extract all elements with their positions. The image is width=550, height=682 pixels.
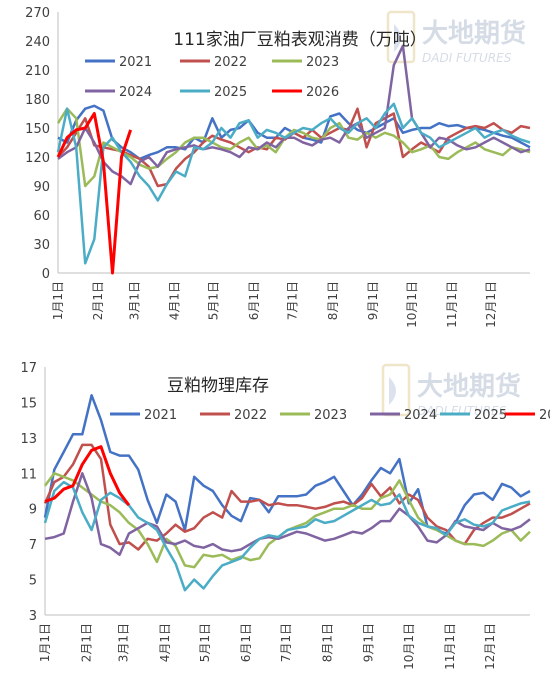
legend-label: 2022 (214, 55, 247, 70)
series-line-2025 (56, 102, 531, 265)
x-tick-label: 7月1日 (286, 281, 300, 320)
y-tick-label: 90 (33, 180, 50, 195)
legend-item-2022: 2022 (200, 408, 267, 423)
legend-item-2025: 2025 (180, 85, 247, 100)
chart-title: 豆粕物理库存 (167, 376, 269, 396)
y-tick-label: 9 (29, 503, 37, 518)
y-tick-label: 30 (33, 238, 50, 253)
y-tick-label: 0 (42, 267, 50, 282)
watermark-logo: 大地期货 DADI FUTURES (386, 10, 526, 65)
legend-label: 2025 (474, 408, 507, 423)
x-tick-label: 12月1日 (483, 623, 497, 670)
series-line-2026 (56, 112, 133, 275)
watermark-cn-text: 大地期货 (417, 371, 521, 402)
x-tick-label: 1月1日 (38, 623, 52, 662)
watermark-en-text: DADI FUTURES (422, 51, 512, 65)
legend-item-2024: 2024 (370, 408, 437, 423)
y-tick-label: 210 (25, 64, 50, 79)
legend-item-2021: 2021 (110, 408, 177, 423)
legend-label: 2021 (144, 408, 177, 423)
x-tick-label: 8月1日 (326, 281, 340, 320)
legend-item-2026: 2026 (505, 408, 550, 423)
watermark-en-text: DADI FUTURES (417, 404, 507, 418)
y-tick-label: 270 (25, 6, 50, 21)
legend-item-2024: 2024 (85, 85, 152, 100)
watermark-cn-text: 大地期货 (422, 18, 526, 49)
series-line-2026 (44, 445, 131, 507)
logo-mark (389, 377, 396, 405)
x-tick-label: 12月1日 (484, 281, 498, 328)
y-tick-label: 3 (29, 609, 37, 624)
y-tick-label: 60 (33, 209, 50, 224)
x-tick-label: 6月1日 (239, 623, 253, 662)
y-tick-label: 150 (25, 122, 50, 137)
y-tick-label: 17 (20, 361, 37, 376)
chart-panel-consumption: 大地期货 DADI FUTURES 0 30 60 90 120 150 180 210 240 27… (0, 0, 550, 339)
inventory-line-chart: 大地期货 DADI FUTURES 3 5 7 9 11 13 15 17 1月1日 2月1日 3月1日… (20, 361, 550, 670)
logo-icon (386, 10, 416, 64)
legend-label: 2025 (214, 85, 247, 100)
x-tick-label: 5月1日 (198, 623, 212, 662)
y-tick-label: 180 (25, 93, 50, 108)
y-tick-label: 11 (20, 467, 37, 482)
chart-title: 111家油厂豆粕表观消费（万吨） (173, 30, 426, 50)
x-tick-label: 2月1日 (79, 623, 93, 662)
y-tick-label: 120 (25, 151, 50, 166)
x-tick-label: 10月1日 (405, 281, 419, 328)
y-tick-label: 5 (29, 574, 37, 589)
x-tick-label: 8月1日 (321, 623, 335, 662)
legend-item-2021: 2021 (85, 55, 152, 70)
x-tick-label: 1月1日 (51, 281, 65, 320)
y-tick-label: 240 (25, 35, 50, 50)
x-tick-label: 4月1日 (158, 623, 172, 662)
x-tick-label: 3月1日 (117, 623, 131, 662)
consumption-line-chart: 大地期货 DADI FUTURES 0 30 60 90 120 150 180 210 240 27… (25, 6, 531, 328)
legend-label: 2023 (314, 408, 347, 423)
y-tick-label: 7 (29, 538, 37, 553)
logo-mark (394, 24, 401, 52)
x-tick-label: 11月1日 (445, 281, 459, 328)
x-tick-label: 4月1日 (168, 281, 182, 320)
x-tick-label: 2月1日 (91, 281, 105, 320)
legend-label: 2024 (119, 85, 152, 100)
x-tick-label: 6月1日 (247, 281, 261, 320)
legend-label: 2022 (234, 408, 267, 423)
legend-item-2026: 2026 (272, 85, 339, 100)
x-tick-label: 11月1日 (443, 623, 457, 670)
y-tick-label: 15 (20, 396, 37, 411)
legend-item-2022: 2022 (180, 55, 247, 70)
x-tick-label: 3月1日 (128, 281, 142, 320)
legend-item-2025: 2025 (440, 408, 507, 423)
legend-label: 2023 (306, 55, 339, 70)
legend-label: 2026 (306, 85, 339, 100)
legend-item-2023: 2023 (272, 55, 339, 70)
x-tick-label: 7月1日 (279, 623, 293, 662)
chart-panel-inventory: 大地期货 DADI FUTURES 3 5 7 9 11 13 15 17 1月1日 2月1日 3月1日… (0, 345, 550, 678)
x-tick-label: 9月1日 (362, 623, 376, 662)
series-line-2023 (56, 107, 531, 188)
legend-label: 2026 (539, 408, 550, 423)
legend-label: 2024 (404, 408, 437, 423)
y-tick-label: 13 (20, 432, 37, 447)
x-tick-label: 5月1日 (207, 281, 221, 320)
legend-label: 2021 (119, 55, 152, 70)
x-tick-label: 10月1日 (402, 623, 416, 670)
x-tick-label: 9月1日 (366, 281, 380, 320)
legend-item-2023: 2023 (280, 408, 347, 423)
